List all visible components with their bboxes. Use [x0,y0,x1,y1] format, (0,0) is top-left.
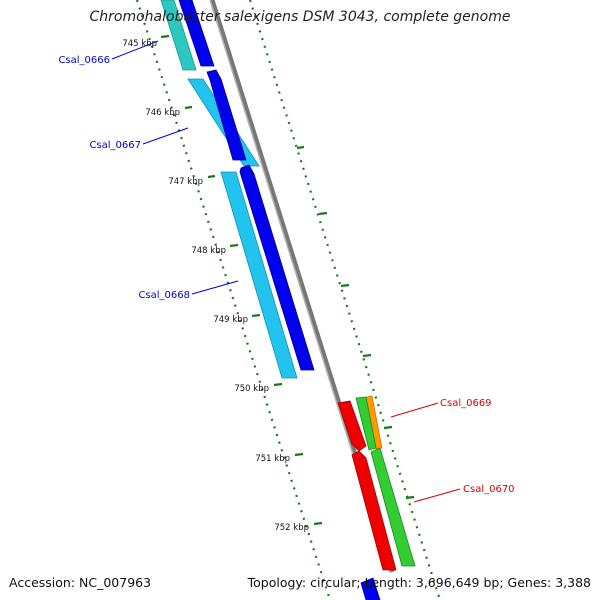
tick-label: 750 kbp [234,384,269,394]
gene-csal-0667[interactable] [187,69,260,167]
tick-label: 746 kbp [145,108,180,118]
gene-csal-0670[interactable] [355,396,416,567]
feature-red-strand[interactable] [337,400,397,571]
tick-label: 745 kbp [122,39,157,49]
label-leaders [111,40,461,503]
gene-csal-0668[interactable] [220,164,315,379]
accession-text: Accession: NC_007963 [9,575,152,590]
map-title: Chromohalobacter salexigens DSM 3043, co… [89,9,511,25]
scale-labels: 745 kbp 746 kbp 747 kbp 748 kbp 749 kbp … [122,39,309,533]
gene-label-csal-0668[interactable]: Csal_0668 [138,290,190,301]
tick-label: 752 kbp [274,523,309,533]
tick-label: 751 kbp [255,454,290,464]
gene-label-csal-0669[interactable]: Csal_0669 [440,398,492,409]
gene-label-csal-0670[interactable]: Csal_0670 [463,484,515,495]
outer-dotted-track [248,0,442,600]
gene-csal-0666[interactable] [160,0,215,71]
scale-ticks [160,34,415,526]
inner-dotted-track [135,0,332,600]
tick-label: 748 kbp [191,246,226,256]
tick-label: 747 kbp [168,177,203,187]
gene-labels: Csal_0666 Csal_0667 Csal_0668 Csal_0669 … [58,55,514,495]
tick-label: 749 kbp [213,315,248,325]
gene-label-csal-0666[interactable]: Csal_0666 [58,55,110,66]
genome-info-text: Topology: circular; Length: 3,696,649 bp… [247,575,591,590]
feature-bottom-partial [360,577,381,600]
gene-label-csal-0667[interactable]: Csal_0667 [89,140,141,151]
